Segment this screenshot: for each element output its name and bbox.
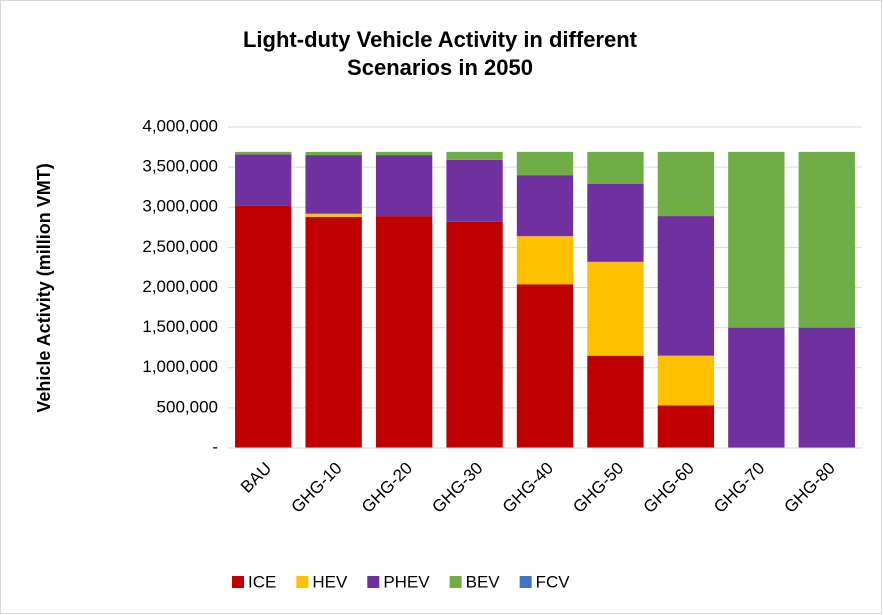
bar-segment	[446, 159, 503, 222]
bar-segment	[657, 151, 715, 217]
bar-segment	[516, 284, 574, 448]
bar-segment	[375, 155, 433, 217]
chart-title: Light-duty Vehicle Activity in different…	[242, 27, 637, 80]
bar-segment	[657, 355, 715, 406]
legend-swatch	[367, 576, 380, 588]
y-tick-label: 4,000,000	[142, 116, 218, 135]
y-tick-label: 500,000	[157, 397, 218, 416]
bar-segment	[587, 261, 644, 356]
bar-segment	[657, 405, 715, 448]
legend-label: ICE	[248, 572, 276, 591]
bar-segment	[798, 151, 855, 328]
bar-segment	[305, 151, 362, 156]
y-tick-label: 1,000,000	[142, 357, 218, 376]
bar-segment	[235, 151, 292, 155]
legend-label: HEV	[312, 572, 348, 591]
bar-segment	[446, 221, 503, 448]
bar-segment	[728, 327, 785, 448]
legend-label: PHEV	[383, 572, 430, 591]
bar-segment	[235, 205, 292, 448]
bar-segment	[587, 151, 644, 184]
bar-segment	[516, 175, 574, 237]
legend-label: BEV	[466, 572, 501, 591]
y-tick-label: 2,500,000	[142, 237, 218, 256]
bar-segment	[375, 216, 433, 448]
bar-segment	[798, 327, 855, 448]
bar-segment	[516, 151, 574, 176]
y-tick-label: -	[212, 437, 218, 456]
bar-segment	[728, 151, 785, 328]
y-axis-label: Vehicle Activity (million VMT)	[34, 163, 54, 412]
bar-segment	[305, 213, 362, 217]
legend-label: FCV	[536, 572, 571, 591]
y-tick-label: 1,500,000	[142, 317, 218, 336]
legend-swatch	[232, 576, 244, 588]
y-tick-label: 3,500,000	[142, 157, 218, 176]
bar-segment	[657, 216, 715, 356]
y-tick-label: 3,000,000	[142, 197, 218, 216]
legend-swatch	[449, 576, 462, 588]
bar-segment	[305, 155, 362, 214]
bar-segment	[305, 216, 362, 448]
y-tick-label: 2,000,000	[142, 277, 218, 296]
legend-swatch	[296, 576, 309, 588]
legend-swatch	[519, 576, 532, 588]
bar-segment	[587, 355, 644, 448]
bar-segment	[516, 236, 574, 285]
bar-segment	[587, 183, 644, 262]
bar-segment	[446, 151, 503, 160]
bar-segment	[375, 151, 433, 156]
bar-segment	[235, 154, 292, 206]
